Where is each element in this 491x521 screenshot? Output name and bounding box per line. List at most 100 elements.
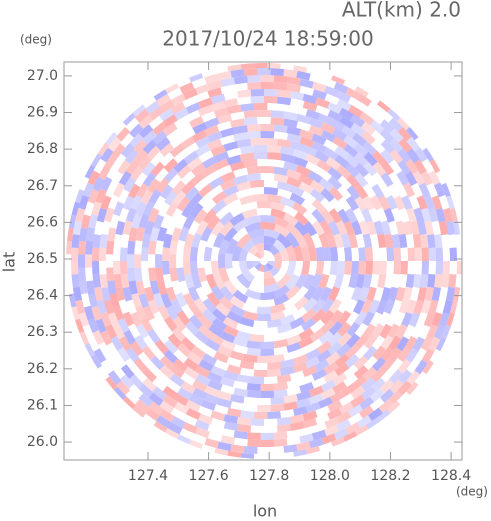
echo-cell (270, 208, 286, 220)
echo-cell (336, 411, 352, 424)
echo-cell (98, 165, 111, 180)
echo-cell (406, 136, 421, 152)
echo-cell (159, 400, 175, 414)
echo-cell (198, 314, 213, 330)
echo-cell (148, 189, 162, 205)
echo-cell (88, 293, 98, 308)
echo-cell (145, 101, 160, 115)
echo-cell (305, 153, 320, 166)
echo-cell (327, 166, 343, 181)
echo-cell (302, 417, 318, 429)
echo-cell (333, 428, 349, 440)
echo-cell (318, 177, 334, 192)
echo-cell (324, 85, 339, 98)
echo-cell (350, 385, 366, 400)
echo-cell (328, 208, 342, 224)
echo-cell (273, 284, 291, 299)
echo-cell (320, 130, 336, 143)
echo-cell (267, 411, 281, 419)
echo-cell (412, 336, 425, 352)
echo-cell (107, 280, 117, 295)
echo-cell (420, 170, 433, 186)
echo-cell (250, 88, 264, 97)
echo-cell (413, 159, 427, 175)
y-tick-label: 26.4 (27, 288, 58, 304)
echo-cell (163, 349, 178, 364)
echo-cell (153, 214, 165, 230)
echo-cell (277, 322, 293, 334)
echo-cell (171, 327, 186, 342)
echo-cell (183, 292, 196, 308)
echo-cell (148, 107, 164, 121)
echo-cell (223, 141, 239, 152)
echo-cell (239, 360, 255, 370)
echo-cell (283, 444, 298, 453)
echo-cell (332, 136, 348, 150)
echo-cell (323, 361, 339, 375)
echo-cell (379, 128, 395, 143)
echo-cell (434, 274, 443, 288)
echo-cell (283, 212, 299, 227)
echo-cell (264, 242, 273, 252)
echo-cell (398, 138, 413, 153)
echo-cell (354, 162, 369, 178)
echo-cell (337, 322, 352, 337)
echo-cell (427, 234, 436, 249)
echo-cell (395, 286, 406, 302)
echo-cell (75, 189, 85, 204)
echo-cell (256, 313, 272, 322)
echo-cell (333, 273, 344, 289)
echo-cell (286, 76, 301, 86)
echo-cell (345, 208, 358, 224)
echo-cell (401, 195, 413, 210)
echo-cell (323, 370, 339, 383)
echo-cell (127, 267, 136, 282)
echo-cell (223, 279, 238, 295)
echo-cell (172, 190, 187, 206)
x-tick-label: 128.0 (310, 468, 350, 484)
echo-cell (380, 358, 395, 373)
echo-cell (379, 119, 395, 134)
echo-cell (128, 280, 138, 295)
echo-cell (414, 147, 428, 163)
echo-cell (211, 308, 227, 323)
echo-cell (172, 316, 187, 332)
echo-cell (175, 292, 188, 308)
echo-cell (273, 216, 290, 229)
echo-cell (264, 270, 273, 279)
echo-cell (339, 115, 355, 129)
echo-cell (372, 161, 387, 177)
echo-cell (296, 70, 311, 81)
echo-cell (396, 336, 410, 352)
echo-cell (188, 314, 203, 330)
echo-cell (276, 89, 291, 98)
echo-cell (155, 267, 164, 282)
echo-cell (242, 310, 258, 321)
echo-cell (247, 124, 261, 132)
echo-cell (260, 383, 275, 392)
echo-cell (379, 323, 392, 339)
echo-cell (184, 186, 200, 201)
echo-cell (314, 359, 330, 372)
echo-cell (165, 305, 179, 321)
echo-cell (420, 336, 433, 352)
echo-cell (130, 341, 144, 357)
echo-cell (294, 232, 308, 249)
echo-cell (260, 348, 275, 356)
echo-cell (285, 222, 301, 237)
echo-cell (223, 421, 239, 431)
echo-cell (270, 117, 285, 126)
y-tick-label: 26.0 (27, 434, 58, 450)
echo-cell (72, 220, 83, 236)
echo-cell (359, 396, 375, 411)
echo-cell (380, 160, 395, 176)
echo-cell (90, 153, 102, 168)
echo-cell (300, 261, 310, 276)
echo-cell (197, 104, 213, 117)
echo-cell (273, 381, 289, 391)
echo-cell (302, 93, 318, 105)
echo-cell (354, 172, 369, 188)
echo-cell (361, 208, 373, 223)
echo-cell (127, 240, 136, 255)
echo-cell (122, 195, 135, 211)
